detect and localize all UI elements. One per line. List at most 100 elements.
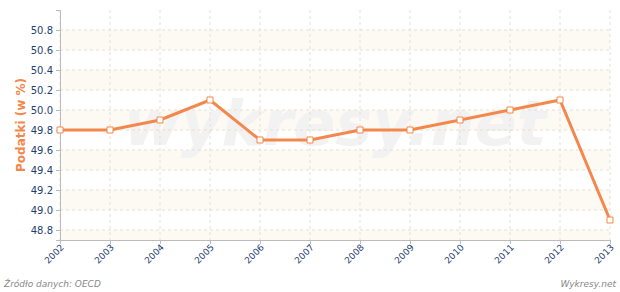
marker (607, 217, 613, 223)
y-tick: 50.0 (31, 105, 60, 116)
x-tick: 2003 (93, 240, 116, 266)
grid-line (210, 10, 211, 240)
grid-line (610, 10, 611, 240)
grid-line (360, 10, 361, 240)
background (60, 10, 610, 240)
y-tick-mark (56, 170, 60, 171)
x-tick-mark (460, 240, 461, 244)
x-tick-label: 2009 (393, 242, 416, 265)
grid-line (60, 230, 610, 231)
x-tick-mark (410, 240, 411, 244)
x-tick-label: 2002 (43, 242, 66, 265)
x-tick-label: 2006 (243, 242, 266, 265)
y-tick-label: 50.6 (31, 45, 53, 56)
x-tick-label: 2012 (543, 242, 566, 265)
grid-line (60, 110, 610, 111)
grid-line (160, 10, 161, 240)
grid-line (110, 10, 111, 240)
grid-line (60, 190, 610, 191)
band (60, 210, 610, 230)
line (60, 100, 610, 220)
y-axis: 48.8 49.0 49.2 49.4 49.6 49.8 50.0 50.2 50.4 50.6… (31, 11, 61, 241)
y-tick-mark (56, 50, 60, 51)
y-tick-label: 49.8 (31, 125, 53, 136)
y-tick: 49.0 (31, 205, 60, 216)
grid-line (60, 210, 610, 211)
x-tick: 2004 (143, 240, 166, 266)
y-tick-label: 49.0 (31, 205, 53, 216)
x-tick-mark (310, 240, 311, 244)
grid-line (60, 50, 610, 51)
y-tick: 48.8 (31, 225, 60, 236)
x-tick-mark (510, 240, 511, 244)
y-tick-label: 50.4 (31, 65, 53, 76)
y-axis-line (56, 11, 61, 241)
marker (557, 97, 563, 103)
band (60, 230, 610, 240)
y-axis-title: Podatki (w %) (14, 78, 28, 172)
y-tick-mark (56, 110, 60, 111)
band (60, 190, 610, 210)
grid-line (310, 10, 311, 240)
grid-line (560, 10, 561, 240)
x-tick: 2002 (43, 240, 66, 266)
x-tick-mark (210, 240, 211, 244)
x-tick: 2008 (343, 240, 366, 266)
marker (507, 107, 513, 113)
chart: wykresy.net 48.8 49.0 49.2 49.4 49.6 49.8 50.0 5… (0, 0, 620, 292)
x-tick: 2005 (193, 240, 216, 266)
marker (257, 137, 263, 143)
y-tick: 49.4 (31, 165, 60, 176)
x-tick-label: 2007 (293, 242, 316, 265)
grid-line (60, 170, 610, 171)
x-tick: 2011 (493, 240, 516, 266)
y-tick-label: 49.6 (31, 145, 53, 156)
marker (457, 117, 463, 123)
y-tick: 50.6 (31, 45, 60, 56)
y-tick-mark (56, 70, 60, 71)
y-tick-label: 48.8 (31, 225, 53, 236)
x-tick-mark (110, 240, 111, 244)
x-tick: 2009 (393, 240, 416, 266)
y-tick-label: 49.4 (31, 165, 53, 176)
x-tick-label: 2011 (493, 242, 516, 265)
grid-line (260, 10, 261, 240)
y-tick-mark (56, 150, 60, 151)
x-tick: 2006 (243, 240, 266, 266)
x-tick-mark (610, 240, 611, 244)
x-axis-line (61, 241, 611, 245)
y-tick-label: 50.8 (31, 25, 53, 36)
grid-line (510, 10, 511, 240)
x-tick-label: 2005 (193, 242, 216, 265)
marker (407, 127, 413, 133)
marker (157, 117, 163, 123)
x-tick-mark (260, 240, 261, 244)
grid-line (460, 10, 461, 240)
x-tick: 2012 (543, 240, 566, 266)
grid (60, 10, 610, 240)
marker (357, 127, 363, 133)
grid-line (60, 70, 610, 71)
source: Źródło danych: OECD (3, 278, 101, 289)
x-tick-label: 2013 (593, 242, 616, 265)
y-tick-mark (56, 30, 60, 31)
grid-line (60, 30, 610, 31)
band (60, 30, 610, 50)
y-tick: 49.6 (31, 145, 60, 156)
watermark: wykresy.net (124, 87, 549, 160)
marker (57, 127, 63, 133)
x-tick: 2013 (593, 240, 616, 266)
x-tick-mark (560, 240, 561, 244)
grid-line (410, 10, 411, 240)
x-tick-mark (60, 240, 61, 244)
y-tick: 50.4 (31, 65, 60, 76)
marker (307, 137, 313, 143)
y-tick-label: 50.2 (31, 85, 53, 96)
y-tick: 50.2 (31, 85, 60, 96)
x-tick-mark (360, 240, 361, 244)
x-tick-label: 2010 (443, 242, 466, 265)
marker (107, 127, 113, 133)
x-tick-label: 2004 (143, 242, 166, 265)
y-tick: 49.2 (31, 185, 60, 196)
x-tick: 2007 (293, 240, 316, 266)
